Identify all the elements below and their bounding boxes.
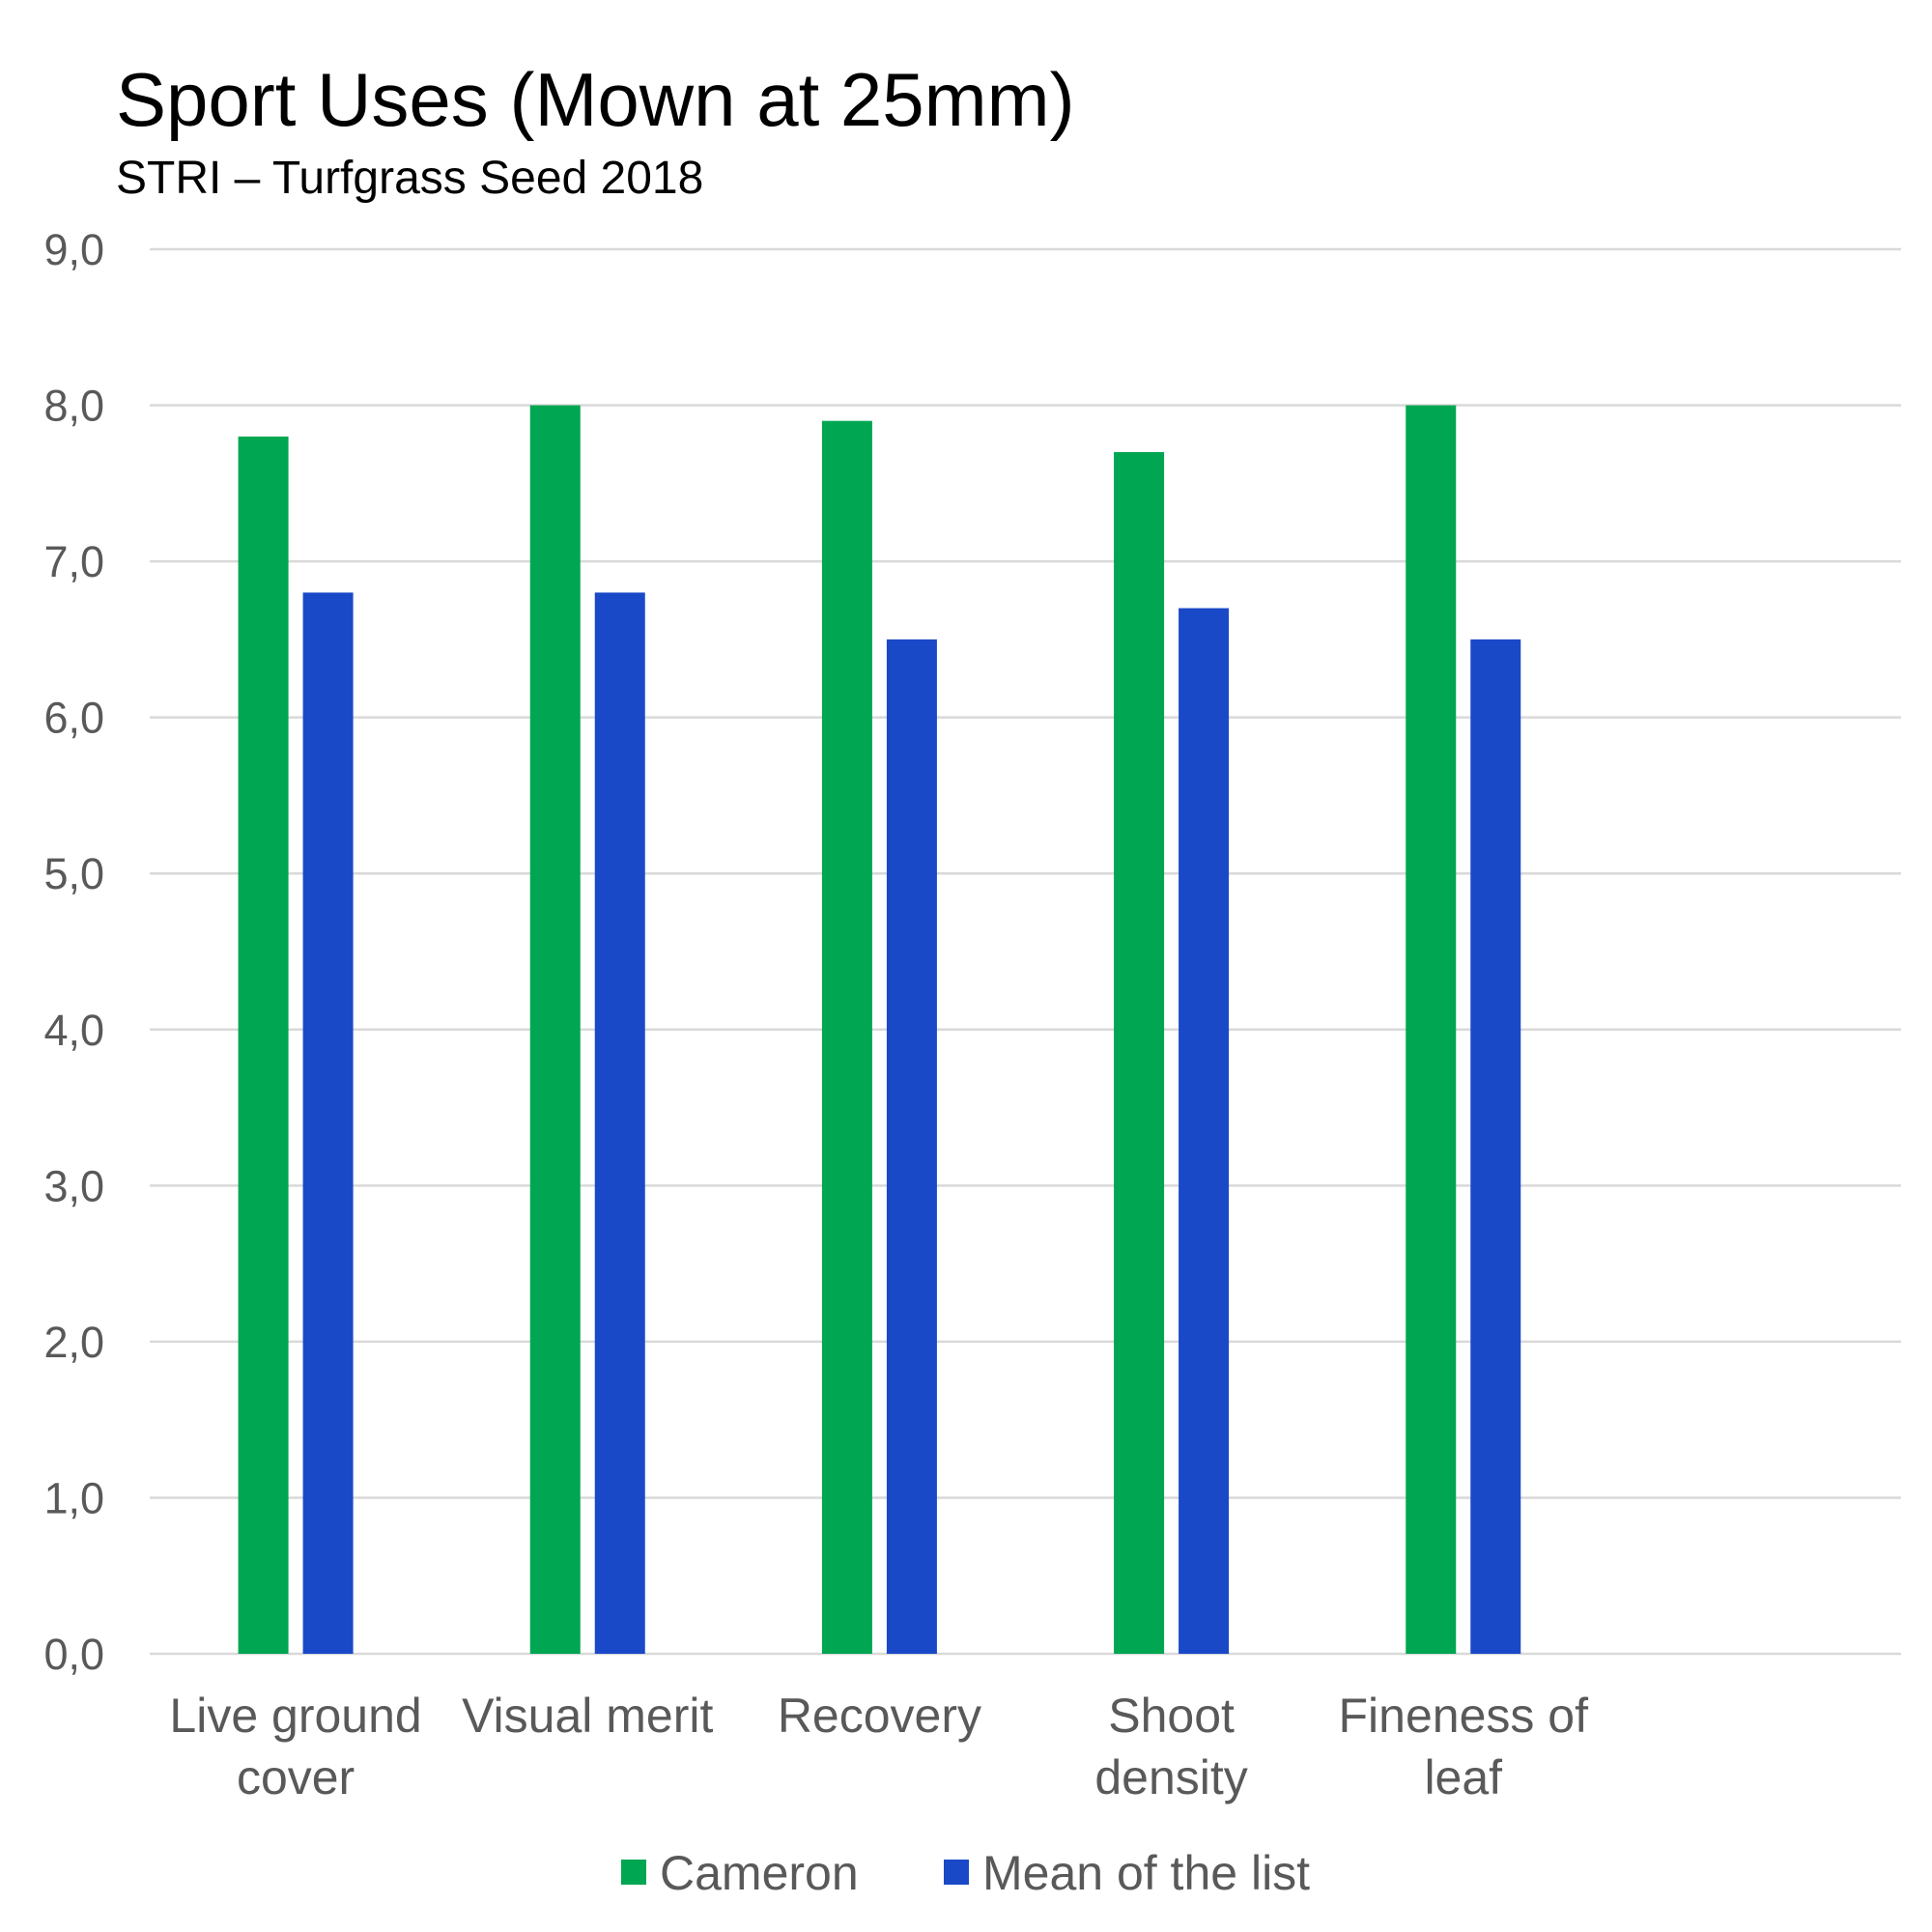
y-tick-label: 1,0	[43, 1473, 104, 1522]
y-tick-label: 4,0	[43, 1006, 104, 1055]
x-category-label: cover	[237, 1750, 355, 1804]
legend-label: Cameron	[660, 1846, 859, 1900]
bar-mean-of-the-list	[302, 592, 354, 1654]
bar-cameron	[1406, 405, 1457, 1654]
bar-mean-of-the-list	[1179, 608, 1230, 1654]
legend: Cameron Mean of the list	[621, 1846, 1310, 1900]
x-category-label: density	[1094, 1750, 1247, 1804]
y-tick-label: 3,0	[43, 1161, 104, 1210]
y-tick-label: 9,0	[43, 225, 104, 274]
chart-title: Sport Uses (Mown at 25mm)	[116, 57, 1075, 142]
x-axis-categories: Live ground cover Visual merit Recovery Shoo…	[169, 1689, 1588, 1804]
legend-label: Mean of the list	[982, 1846, 1310, 1900]
legend-swatch	[944, 1860, 969, 1885]
legend-swatch	[621, 1860, 646, 1885]
x-category-label: leaf	[1424, 1750, 1502, 1804]
bar-cameron	[238, 436, 289, 1654]
y-axis-ticks: 0,0 1,0 2,0 3,0 4,0 5,0 6,0 7,0 8,0 9,0	[43, 225, 104, 1679]
bar-cameron	[821, 420, 872, 1654]
y-tick-label: 2,0	[43, 1318, 104, 1367]
x-category-label: Live ground	[169, 1689, 421, 1743]
y-tick-label: 7,0	[43, 537, 104, 586]
y-tick-label: 6,0	[43, 694, 104, 743]
bar-mean-of-the-list	[1470, 639, 1521, 1654]
x-category-label: Recovery	[778, 1689, 981, 1743]
bar-mean-of-the-list	[594, 592, 645, 1654]
y-tick-label: 8,0	[43, 382, 104, 431]
bar-cameron	[1114, 452, 1165, 1654]
x-category-label: Shoot	[1108, 1689, 1235, 1743]
y-tick-label: 5,0	[43, 849, 104, 898]
bar-cameron	[529, 405, 581, 1654]
chart-subtitle: STRI – Turfgrass Seed 2018	[116, 153, 703, 204]
y-tick-label: 0,0	[43, 1630, 104, 1679]
x-category-label: Fineness of	[1339, 1689, 1589, 1743]
x-category-label: Visual merit	[462, 1689, 713, 1743]
gridlines	[150, 247, 1901, 1656]
bars	[238, 405, 1521, 1654]
bar-mean-of-the-list	[886, 639, 937, 1654]
